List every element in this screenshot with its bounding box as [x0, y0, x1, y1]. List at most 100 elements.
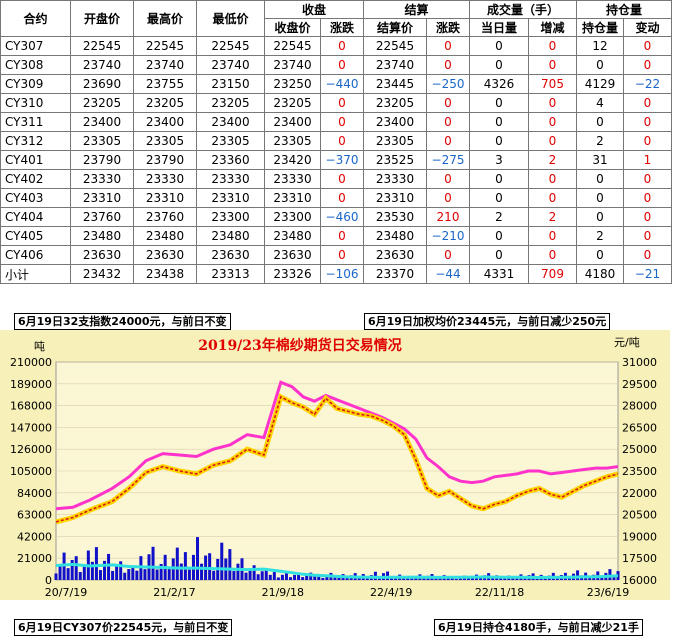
futures-table: 合约 开盘价 最高价 最低价 收盘 结算 成交量（手） 持仓量 收盘价 涨跌 结…	[0, 0, 672, 284]
volume-bar	[600, 576, 604, 580]
cell-day-volume: 0	[469, 169, 529, 189]
cell-oi: 0	[576, 188, 624, 208]
cell-settle-price: 23445	[363, 74, 427, 94]
volume-bar	[402, 577, 406, 580]
volume-bar	[58, 564, 62, 580]
subheader-settle-price: 结算价	[363, 18, 427, 37]
y-right-tick-label: 20500	[622, 509, 657, 522]
volume-bar	[345, 577, 349, 580]
cell-settle-change: 210	[426, 207, 470, 227]
cell-oi-change: 0	[623, 226, 672, 246]
cell-high: 23330	[133, 169, 197, 189]
cell-close-change: −370	[320, 150, 364, 170]
cell-high: 23760	[133, 207, 197, 227]
volume-bar	[236, 563, 240, 580]
cell-open: 22545	[70, 36, 134, 56]
cell-low: 23300	[196, 207, 265, 227]
cell-close-price: 23400	[264, 112, 321, 132]
cell-open: 23432	[70, 264, 134, 284]
volume-bar	[74, 556, 78, 580]
cell-oi: 12	[576, 36, 624, 56]
volume-bar	[616, 571, 620, 580]
cell-contract: CY402	[0, 169, 71, 189]
volume-bar	[187, 569, 191, 580]
cell-volume-change: 0	[528, 131, 577, 151]
volume-bar	[131, 566, 135, 580]
volume-bar	[123, 572, 127, 580]
header-volume: 成交量（手）	[469, 0, 577, 19]
volume-bar	[111, 570, 115, 580]
cell-open: 23310	[70, 188, 134, 208]
cell-low: 23305	[196, 131, 265, 151]
table-row: CY308 23740 23740 23740 23740 0 23740 0 0 0 0 0	[0, 55, 672, 75]
cell-high: 23305	[133, 131, 197, 151]
trading-chart: 0 16000 21000 17500 42000 19000 63000 20500 8400…	[0, 330, 670, 600]
cell-day-volume: 0	[469, 131, 529, 151]
cell-close-change: 0	[320, 188, 364, 208]
cell-low: 23630	[196, 245, 265, 265]
cell-oi: 4180	[576, 264, 624, 284]
cell-oi-change: 0	[623, 207, 672, 227]
cell-settle-change: 0	[426, 112, 470, 132]
volume-bar	[90, 561, 94, 580]
cell-close-price: 23300	[264, 207, 321, 227]
cell-close-change: 0	[320, 55, 364, 75]
cell-close-price: 23330	[264, 169, 321, 189]
cell-settle-change: 0	[426, 188, 470, 208]
volume-bar	[321, 577, 325, 580]
cell-oi: 2	[576, 226, 624, 246]
cell-oi-change: −22	[623, 74, 672, 94]
header-settle: 结算	[363, 0, 470, 19]
cell-contract: CY406	[0, 245, 71, 265]
volume-bar	[159, 563, 163, 580]
header-high: 最高价	[133, 0, 197, 37]
y-left-tick-label: 126000	[10, 443, 52, 456]
cell-close-price: 23740	[264, 55, 321, 75]
y-left-tick-label: 84000	[17, 487, 52, 500]
cell-settle-change: −275	[426, 150, 470, 170]
note-index: 6月19日32支指数24000元，与前日不变	[14, 313, 231, 330]
cell-high: 22545	[133, 36, 197, 56]
open-interest-line	[55, 562, 619, 580]
cell-oi-change: 1	[623, 150, 672, 170]
y-left-tick-label: 63000	[17, 509, 52, 522]
cell-low: 23313	[196, 264, 265, 284]
volume-bar	[127, 568, 131, 580]
cell-day-volume: 2	[469, 207, 529, 227]
y-right-tick-label: 19000	[622, 530, 657, 543]
x-tick-label: 21/9/18	[262, 586, 304, 599]
subheader-close-change: 涨跌	[320, 18, 364, 37]
cell-settle-price: 23740	[363, 55, 427, 75]
cell-high: 23755	[133, 74, 197, 94]
cell-high: 23438	[133, 264, 197, 284]
volume-bar	[252, 565, 256, 580]
volume-bar	[103, 560, 107, 580]
table-row: CY307 22545 22545 22545 22545 0 22545 0 0 0 12 0	[0, 36, 672, 56]
subheader-oi: 持仓量	[576, 18, 624, 37]
x-tick-label: 22/11/18	[475, 586, 524, 599]
cell-low: 22545	[196, 36, 265, 56]
cell-close-price: 23480	[264, 226, 321, 246]
cell-high: 23310	[133, 188, 197, 208]
cell-close-change: 0	[320, 131, 364, 151]
cell-open: 23205	[70, 93, 134, 113]
volume-bar	[196, 537, 200, 580]
cell-open: 23630	[70, 245, 134, 265]
volume-bar	[179, 563, 183, 580]
cell-settle-change: 0	[426, 55, 470, 75]
volume-bar	[276, 577, 280, 580]
volume-bar	[301, 577, 305, 580]
y-left-tick-label: 0	[45, 574, 52, 587]
y-right-tick-label: 29500	[622, 378, 657, 391]
cell-low: 23150	[196, 74, 265, 94]
volume-bar	[454, 578, 458, 580]
cell-settle-price: 23305	[363, 131, 427, 151]
axes: 0 16000 21000 17500 42000 19000 63000 20500 8400…	[10, 356, 657, 599]
cell-oi: 2	[576, 131, 624, 151]
volume-bar	[293, 574, 297, 580]
table-row: CY406 23630 23630 23630 23630 0 23630 0 0 0 0 0	[0, 245, 672, 265]
cell-settle-change: 0	[426, 131, 470, 151]
cell-volume-change: 0	[528, 169, 577, 189]
cell-oi-change: 0	[623, 93, 672, 113]
subheader-oi-change: 变动	[623, 18, 672, 37]
